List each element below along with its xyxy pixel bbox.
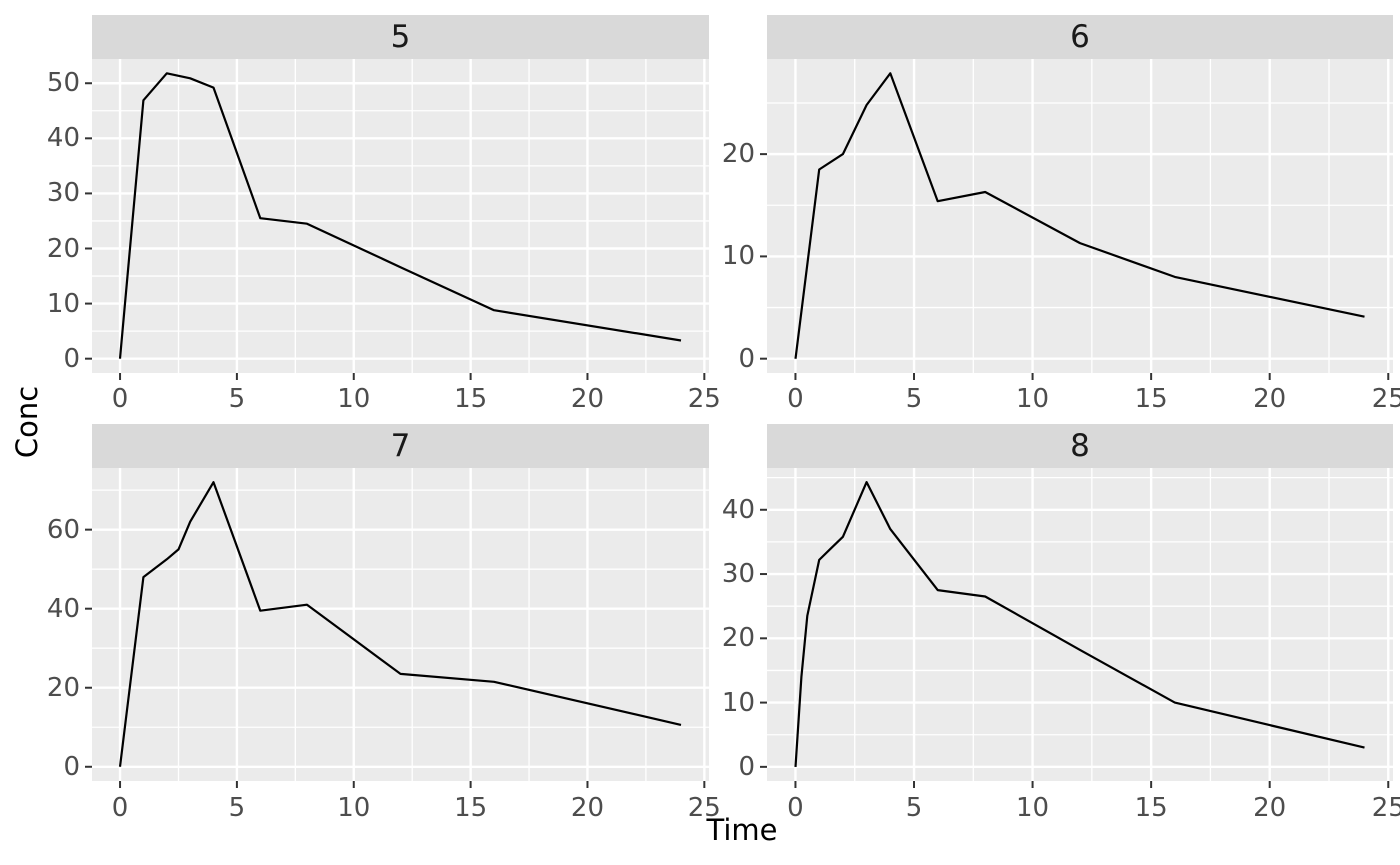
panel-background [767,468,1393,781]
y-tick-label: 20 [721,139,755,170]
concentration-line-subject-6 [794,72,1365,359]
x-tick-label: 15 [1134,384,1168,414]
major-gridlines [92,59,709,373]
concentration-line-subject-5 [118,72,682,359]
panel-background [767,59,1393,373]
minor-gridlines [767,468,1393,781]
x-tick-label: 25 [687,384,721,414]
x-tick-label: 15 [1134,793,1168,823]
facet-panel-6 [760,59,1393,380]
concentration-line-subject-7 [118,481,682,767]
x-tick-label: 0 [111,793,129,823]
y-tick-label: 40 [46,593,80,624]
x-tick-label: 10 [1016,384,1050,414]
major-gridlines [767,468,1393,781]
major-gridlines [767,59,1393,373]
y-tick-label: 60 [46,514,80,545]
y-tick-label: 40 [721,494,755,525]
axis-tick-marks [85,82,706,380]
x-tick-label: 20 [1253,793,1287,823]
y-tick-label: 30 [721,559,755,590]
y-tick-label: 20 [721,623,755,654]
x-tick-label: 0 [111,384,129,414]
x-tick-label: 20 [570,793,605,823]
x-tick-label: 10 [1016,793,1050,823]
x-tick-label: 5 [905,793,923,823]
y-tick-label: 20 [46,672,80,703]
major-gridlines [92,468,709,781]
facet-strip-7: 7 [92,424,709,468]
y-tick-label: 40 [46,123,80,154]
axis-tick-marks [760,508,1390,788]
y-tick-label: 50 [46,68,80,99]
y-tick-label: 20 [46,233,80,264]
x-tick-label: 15 [454,793,488,823]
facet-panel-8 [760,468,1393,788]
facet-panel-7 [85,468,709,788]
facet-strip-6: 6 [767,15,1393,59]
y-tick-label: 10 [46,288,80,319]
x-tick-label: 0 [787,384,804,414]
y-tick-label: 10 [721,687,755,718]
x-tick-label: 5 [228,793,246,823]
x-tick-label: 20 [570,384,605,414]
panel-background [92,59,709,373]
facet-strip-5: 5 [92,15,709,59]
x-tick-label: 25 [1371,384,1400,414]
y-tick-label: 10 [721,241,755,272]
x-tick-label: 10 [337,793,371,823]
x-tick-label: 15 [454,384,488,414]
x-tick-label: 5 [228,384,246,414]
y-tick-label: 0 [738,343,755,374]
x-tick-label: 10 [337,384,371,414]
facet-strip-8: 8 [767,424,1393,468]
facet-panel-5 [85,59,709,380]
axis-tick-marks [760,153,1390,380]
y-tick-label: 0 [63,751,80,782]
x-tick-label: 25 [1371,793,1400,823]
y-tick-label: 30 [46,178,80,209]
panel-background [92,468,709,781]
x-tick-label: 0 [787,793,804,823]
x-tick-label: 5 [905,384,923,414]
y-tick-label: 0 [63,343,80,374]
y-tick-label: 0 [738,751,755,782]
minor-gridlines [92,59,709,373]
minor-gridlines [92,468,709,781]
axis-tick-marks [85,528,706,788]
x-axis-title: Time [706,813,778,847]
minor-gridlines [767,59,1393,373]
x-tick-label: 25 [687,793,721,823]
concentration-line-subject-8 [794,481,1365,767]
x-tick-label: 20 [1253,384,1287,414]
